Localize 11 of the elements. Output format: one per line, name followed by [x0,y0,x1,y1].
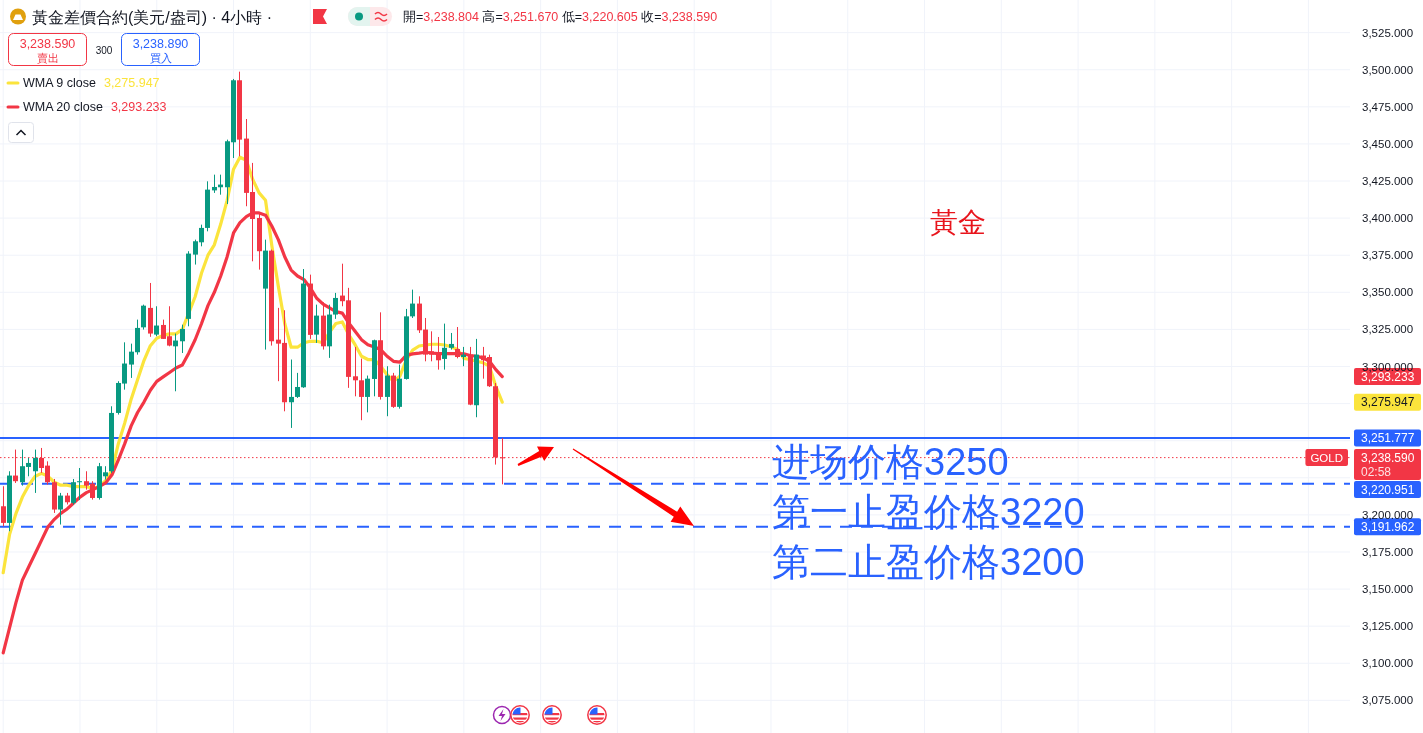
legend-label: WMA 9 close [23,76,96,90]
ref-line-label: 3,238.590 02:58 [1361,450,1415,479]
ref-line-label: 3,191.962 [1361,519,1415,534]
ref-line-label: 3,220.951 [1361,482,1415,497]
annotation: GOLD [1310,451,1343,464]
subtitle: 開=3,238.804 高=3,251.670 低=3,220.605 收=3,238.590 [403,10,718,24]
ref-line-label: 3,251.777 [1361,431,1415,446]
title: 黃金差價合約(美元/盎司) · 4小時 · [32,8,272,26]
annotation: 3,293.233 [110,100,167,114]
legend-label: WMA 20 close [23,100,103,114]
annotation: 3,275.947 [103,76,160,90]
